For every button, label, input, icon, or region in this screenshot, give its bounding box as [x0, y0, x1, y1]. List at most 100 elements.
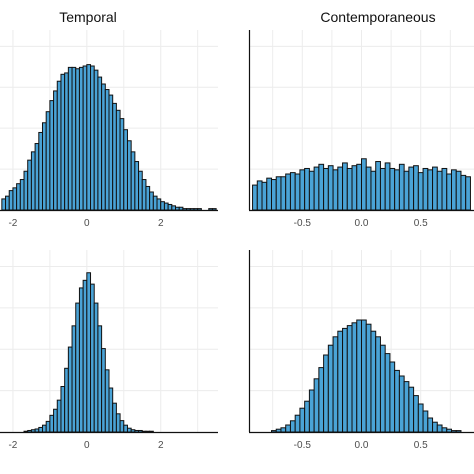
- histogram-bar: [78, 287, 84, 433]
- histogram-bar: [23, 170, 29, 211]
- histogram-bar: [398, 163, 405, 211]
- histogram-bar: [261, 181, 268, 211]
- panel-top-left: -2 0 2 Temporal: [0, 9, 218, 229]
- histogram-bar: [193, 208, 199, 211]
- histogram-bar: [271, 430, 277, 433]
- histogram-bar: [149, 191, 154, 211]
- x-tick-label: 0.5: [414, 440, 428, 451]
- histogram-bar: [370, 170, 377, 211]
- panel-bottom-right: -0.5 0.0 0.5: [248, 250, 474, 451]
- histogram-bar: [346, 325, 353, 433]
- histogram-bar: [252, 184, 258, 211]
- histogram-bar: [53, 90, 58, 211]
- histogram-bar: [289, 172, 296, 211]
- histogram-bar: [432, 421, 438, 433]
- histogram-bar: [332, 169, 339, 211]
- histogram-bar: [64, 72, 69, 211]
- histogram-bar: [115, 413, 121, 433]
- histogram-bar: [384, 353, 391, 433]
- histogram-bar: [323, 354, 329, 433]
- histogram-bar: [422, 410, 429, 433]
- histogram-bar: [171, 205, 177, 211]
- histogram-bar: [16, 183, 21, 211]
- histogram-bar: [356, 163, 362, 211]
- histogram-bar: [337, 330, 344, 433]
- histogram-bar: [398, 375, 405, 433]
- histogram-bar: [413, 395, 419, 433]
- x-tick-label: 0: [84, 440, 90, 451]
- histogram-bar: [12, 187, 18, 211]
- histogram-bar: [115, 109, 121, 211]
- histogram-bar: [285, 173, 291, 211]
- histogram-bar: [41, 122, 47, 211]
- histogram-bar: [86, 272, 92, 433]
- histogram-bar: [163, 202, 169, 211]
- histogram-bar: [97, 76, 103, 211]
- histogram-bar: [141, 179, 147, 211]
- histogram-bar: [351, 322, 358, 433]
- histogram-bar: [182, 208, 188, 211]
- histogram-bar: [123, 129, 128, 211]
- histogram-bar: [60, 73, 66, 211]
- histogram-bar: [167, 203, 173, 211]
- histogram-bar: [351, 165, 358, 211]
- histogram-bar: [67, 66, 73, 211]
- panel-title: Contemporaneous: [320, 9, 435, 25]
- histogram-bar: [160, 201, 165, 211]
- histogram-bar: [145, 185, 151, 211]
- histogram-bar: [256, 180, 263, 211]
- histogram-bar: [294, 414, 301, 433]
- histogram-bar: [299, 169, 306, 211]
- histogram-bar: [275, 428, 282, 433]
- x-tick-label: 0.0: [355, 218, 369, 229]
- histogram-bar: [308, 389, 315, 433]
- histogram-bar: [134, 429, 140, 433]
- histogram-bar: [178, 206, 184, 211]
- histogram-bar: [460, 174, 467, 211]
- histogram-bar: [375, 336, 381, 433]
- histogram-bar: [327, 344, 334, 433]
- panel-bottom-left: -2 0 2: [0, 250, 218, 451]
- histogram-bar: [126, 427, 132, 433]
- histogram-bar: [197, 208, 202, 211]
- histogram-bar: [45, 420, 51, 433]
- histogram-bar: [97, 325, 103, 433]
- histogram-bar: [64, 367, 69, 433]
- histogram-bar: [389, 361, 396, 433]
- histogram-bar: [427, 169, 434, 211]
- histogram-bar: [149, 430, 154, 433]
- histogram-bar: [104, 369, 110, 433]
- histogram-bar: [332, 336, 339, 433]
- histogram-bar: [27, 159, 32, 211]
- histogram-bar: [93, 302, 99, 433]
- histogram-bar: [138, 170, 143, 211]
- histogram-bar: [56, 399, 62, 433]
- histogram-bar: [289, 420, 296, 433]
- x-tick-label: 2: [158, 440, 164, 451]
- histogram-bar: [313, 166, 320, 211]
- histogram-bar: [342, 327, 348, 433]
- histogram-bar: [403, 170, 410, 211]
- histogram-bar: [413, 165, 419, 211]
- histogram-bar: [280, 427, 287, 433]
- histogram-bar: [152, 195, 158, 211]
- histogram-bar: [156, 198, 162, 211]
- histogram-bar: [60, 386, 66, 433]
- histogram-bar: [313, 378, 320, 433]
- histogram-bar: [299, 407, 306, 433]
- histogram-bar: [101, 348, 106, 433]
- histogram-bar: [175, 206, 180, 211]
- histogram-bar: [318, 163, 325, 211]
- histogram-bar: [41, 424, 47, 433]
- histogram-bar: [56, 80, 62, 211]
- histogram-bar: [432, 166, 438, 211]
- histogram-bar: [30, 429, 36, 433]
- histogram-bar: [130, 151, 136, 211]
- histogram-bar: [101, 83, 106, 211]
- histogram-bar: [53, 408, 58, 433]
- histogram-bar: [189, 208, 195, 211]
- histogram-bar: [141, 430, 147, 433]
- histogram-bar: [308, 170, 315, 211]
- histogram-bar: [455, 170, 462, 211]
- histogram-bar: [417, 172, 424, 211]
